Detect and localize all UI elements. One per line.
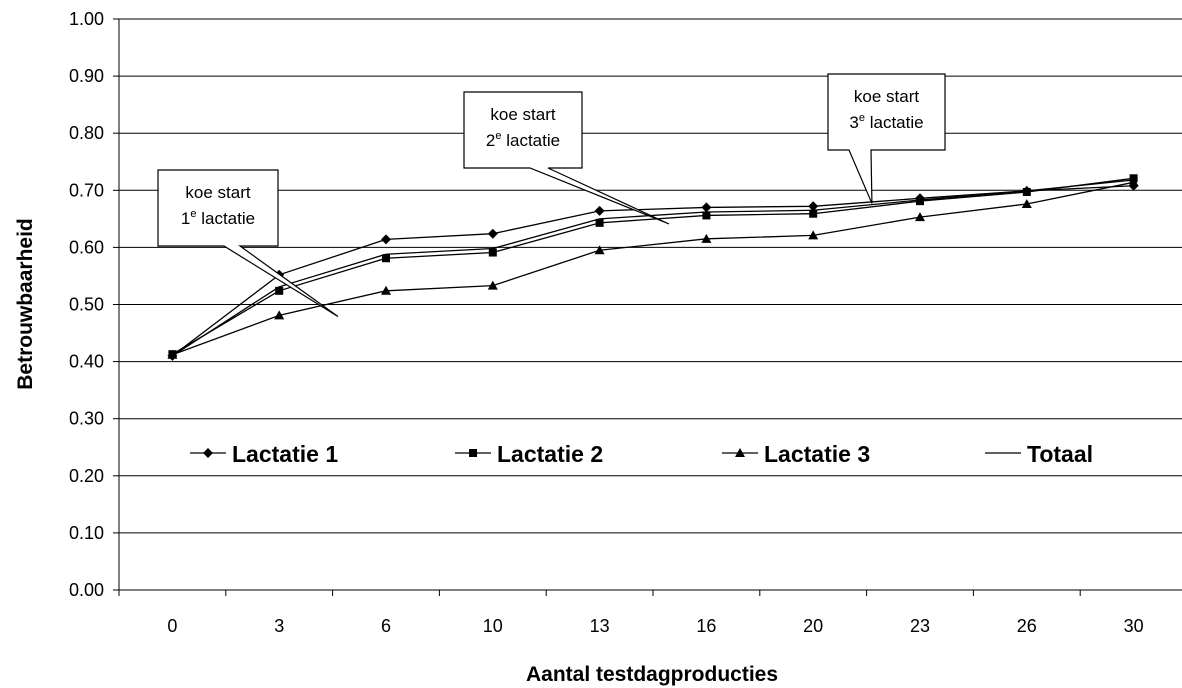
legend-item: Lactatie 2 (455, 441, 603, 467)
x-tick-label: 13 (590, 616, 610, 636)
legend-item: Totaal (985, 441, 1093, 467)
callout-box: koe start 3e lactatie (827, 73, 946, 204)
data-point (594, 205, 605, 216)
callouts: koe start 1e lactatie koe start 2e lactatie… (157, 73, 946, 318)
callout-shape (157, 169, 339, 318)
legend-label: Totaal (1027, 441, 1093, 467)
axes: 0.00 0.10 0.20 0.30 0.40 0.50 0.60 0.70 0.80 0.90… (69, 9, 1182, 636)
callout-shape (463, 91, 670, 225)
data-point (167, 349, 178, 359)
gridlines (119, 18, 1182, 534)
data-point (809, 209, 818, 218)
y-axis-title: Betrouwbaarheid (14, 218, 37, 390)
data-point (487, 228, 498, 239)
y-tick-label: 0.50 (69, 295, 104, 315)
legend-swatch-marker (735, 448, 745, 457)
y-tick-label: 0.60 (69, 237, 104, 257)
data-point (1022, 188, 1031, 197)
series-totaal (172, 179, 1134, 357)
y-tick-label: 0.80 (69, 123, 104, 143)
data-point (702, 211, 711, 220)
series-lactatie-2 (168, 174, 1138, 359)
data-point (915, 212, 925, 222)
callout-box: koe start 2e lactatie (463, 91, 670, 225)
callout-line-1: koe start (854, 87, 919, 106)
data-point (594, 245, 605, 255)
y-tick-label: 0.30 (69, 409, 104, 429)
series-line (172, 177, 1134, 355)
x-axis-title: Aantal testdagproducties (526, 663, 778, 686)
data-point (381, 285, 391, 295)
y-tick-label: 0.70 (69, 180, 104, 200)
data-point (382, 254, 390, 263)
series-line (172, 179, 1134, 357)
data-point (488, 248, 497, 257)
legend-item: Lactatie 1 (190, 441, 338, 467)
callout-box: koe start 1e lactatie (157, 169, 339, 318)
data-point (701, 202, 712, 213)
x-tick-label: 3 (274, 616, 284, 636)
y-tick-label: 0.20 (69, 466, 104, 486)
data-point (701, 233, 712, 243)
legend-label: Lactatie 2 (497, 441, 603, 467)
series-line (172, 185, 1134, 357)
data-point (916, 197, 924, 206)
series-lactatie-3 (167, 177, 1139, 359)
x-tick-label: 20 (803, 616, 823, 636)
x-tick-label: 16 (696, 616, 716, 636)
data-point (274, 310, 285, 320)
x-tick-label: 10 (483, 616, 503, 636)
data-point (381, 234, 391, 245)
callout-shape (827, 73, 946, 204)
legend-label: Lactatie 1 (232, 441, 338, 467)
callout-line-2: 3e lactatie (849, 112, 923, 132)
legend-label: Lactatie 3 (764, 441, 870, 467)
x-tick-label: 6 (381, 616, 391, 636)
x-tick-label: 0 (167, 616, 177, 636)
legend: Lactatie 1 Lactatie 2 Lactatie 3 Totaal (190, 441, 1093, 467)
legend-item: Lactatie 3 (722, 441, 870, 467)
data-point (1128, 177, 1139, 187)
data-point (1021, 199, 1032, 209)
y-tick-label: 0.00 (69, 580, 104, 600)
legend-swatch-marker (469, 449, 477, 457)
callout-line-1: koe start (185, 183, 250, 202)
data-point (595, 218, 604, 227)
y-tick-label: 0.40 (69, 352, 104, 372)
series-lines (167, 174, 1139, 361)
data-point (275, 286, 284, 295)
x-tick-label: 26 (1017, 616, 1037, 636)
y-tick-label: 1.00 (69, 9, 104, 29)
data-point (487, 280, 498, 290)
data-point (808, 230, 819, 240)
series-line (172, 181, 1134, 356)
y-tick-label: 0.90 (69, 66, 104, 86)
legend-swatch-marker (203, 448, 213, 458)
callout-line-1: koe start (490, 105, 555, 124)
data-point (808, 201, 819, 212)
x-tick-label: 23 (910, 616, 930, 636)
y-tick-label: 0.10 (69, 523, 104, 543)
callout-line-2: 2e lactatie (486, 130, 560, 150)
x-tick-label: 30 (1124, 616, 1144, 636)
callout-line-2: 1e lactatie (181, 208, 255, 228)
